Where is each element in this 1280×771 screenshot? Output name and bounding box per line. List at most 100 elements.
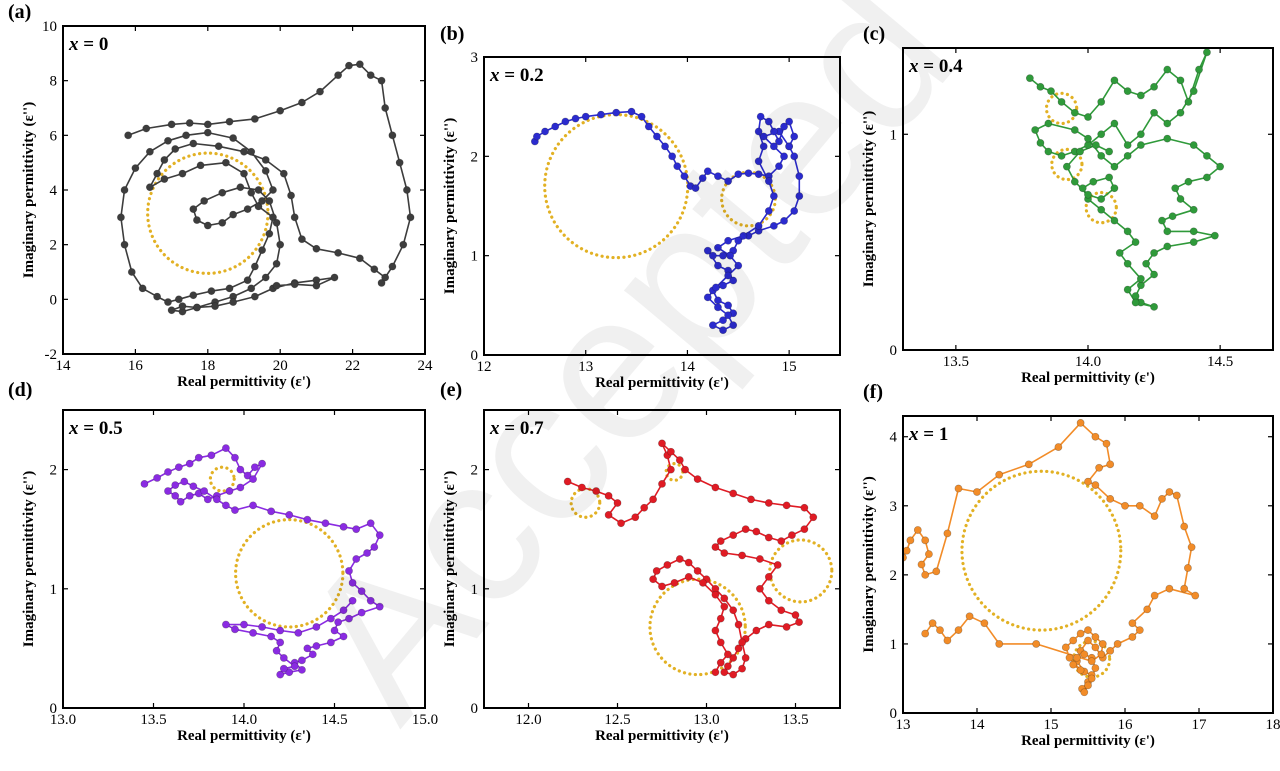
data-point xyxy=(345,567,353,575)
data-point xyxy=(1084,636,1092,645)
data-point xyxy=(734,170,743,179)
series-line xyxy=(120,63,412,313)
data-point xyxy=(790,132,799,141)
data-point xyxy=(788,531,796,540)
data-point xyxy=(1070,177,1079,186)
data-point xyxy=(200,487,209,495)
data-point xyxy=(613,499,622,507)
data-point xyxy=(738,638,746,647)
data-point xyxy=(1113,640,1122,648)
data-point xyxy=(250,463,259,472)
data-point xyxy=(363,549,371,557)
data-point xyxy=(194,453,203,462)
data-point xyxy=(1076,666,1085,675)
x-tick-label: 16 xyxy=(1118,717,1134,733)
data-point xyxy=(1136,130,1145,139)
data-point xyxy=(290,662,299,671)
data-point xyxy=(1105,173,1114,182)
data-point xyxy=(752,527,761,536)
data-point xyxy=(719,326,727,335)
x-tick-label: 20 xyxy=(273,358,288,374)
data-point xyxy=(225,117,234,126)
data-point xyxy=(716,537,725,546)
data-point xyxy=(298,98,306,107)
data-point xyxy=(236,183,245,192)
data-point xyxy=(160,175,169,183)
data-point xyxy=(769,192,778,200)
data-point xyxy=(764,499,773,507)
data-point xyxy=(670,578,679,587)
data-point xyxy=(716,658,725,667)
data-point xyxy=(352,555,361,563)
data-point xyxy=(754,157,763,166)
data-point xyxy=(604,510,613,519)
data-point xyxy=(734,236,743,245)
x-tick-label: 18 xyxy=(200,358,215,374)
data-point xyxy=(726,251,735,260)
data-point xyxy=(375,602,384,611)
data-point xyxy=(1143,605,1152,614)
data-point xyxy=(1084,477,1092,486)
data-point xyxy=(330,273,339,282)
y-tick-label: 8 xyxy=(50,74,58,90)
series-label-value: = 0 xyxy=(79,34,109,55)
data-point xyxy=(357,587,366,596)
data-point xyxy=(153,474,162,482)
data-point xyxy=(597,110,605,119)
data-point xyxy=(714,243,722,252)
x-tick-label: 15 xyxy=(1044,717,1059,733)
data-point xyxy=(153,292,162,301)
x-tick-label: 24 xyxy=(418,358,434,374)
data-point xyxy=(719,281,727,290)
data-point xyxy=(366,519,375,528)
data-point xyxy=(1036,82,1045,91)
series-group xyxy=(903,419,1200,697)
data-point xyxy=(402,186,411,194)
x-tick-label: 14 xyxy=(680,359,696,375)
data-point xyxy=(355,60,364,69)
data-point xyxy=(1131,298,1140,307)
x-tick-label: 15.0 xyxy=(412,712,438,728)
data-point xyxy=(1044,147,1053,156)
data-point xyxy=(258,459,266,468)
data-point xyxy=(1150,591,1159,600)
y-tick-label: 3 xyxy=(890,499,898,515)
data-point xyxy=(269,186,277,194)
data-point xyxy=(348,578,357,587)
data-point xyxy=(345,61,353,70)
data-point xyxy=(375,531,384,540)
data-point xyxy=(388,131,397,140)
data-point xyxy=(592,487,601,495)
series-line xyxy=(903,422,1197,694)
data-point xyxy=(303,644,312,653)
data-point xyxy=(326,614,335,623)
y-axis-title: Imaginary permittivity (ε'') xyxy=(861,111,877,287)
series-label: x = 0.4 xyxy=(908,56,963,77)
data-point xyxy=(921,536,930,545)
data-point xyxy=(145,183,154,192)
data-point xyxy=(532,132,541,141)
data-point xyxy=(124,131,133,140)
data-point xyxy=(698,174,707,183)
data-point xyxy=(211,302,219,311)
x-tick-label: 12.5 xyxy=(604,712,630,728)
data-point xyxy=(744,169,753,178)
data-point xyxy=(1106,460,1115,469)
data-point xyxy=(1105,147,1114,156)
data-point xyxy=(236,465,245,474)
data-point xyxy=(290,213,299,222)
data-point xyxy=(684,572,693,581)
plot-frame xyxy=(62,409,426,709)
data-point xyxy=(752,626,761,635)
data-point xyxy=(164,298,172,306)
data-point xyxy=(756,555,764,563)
data-point xyxy=(1024,460,1033,469)
data-point xyxy=(759,132,768,141)
data-point xyxy=(249,475,257,484)
data-point xyxy=(693,567,702,575)
data-point xyxy=(1084,113,1092,121)
data-point xyxy=(759,142,768,151)
data-point xyxy=(723,650,732,659)
data-point xyxy=(1097,650,1106,659)
y-tick-label: 0 xyxy=(471,701,479,717)
